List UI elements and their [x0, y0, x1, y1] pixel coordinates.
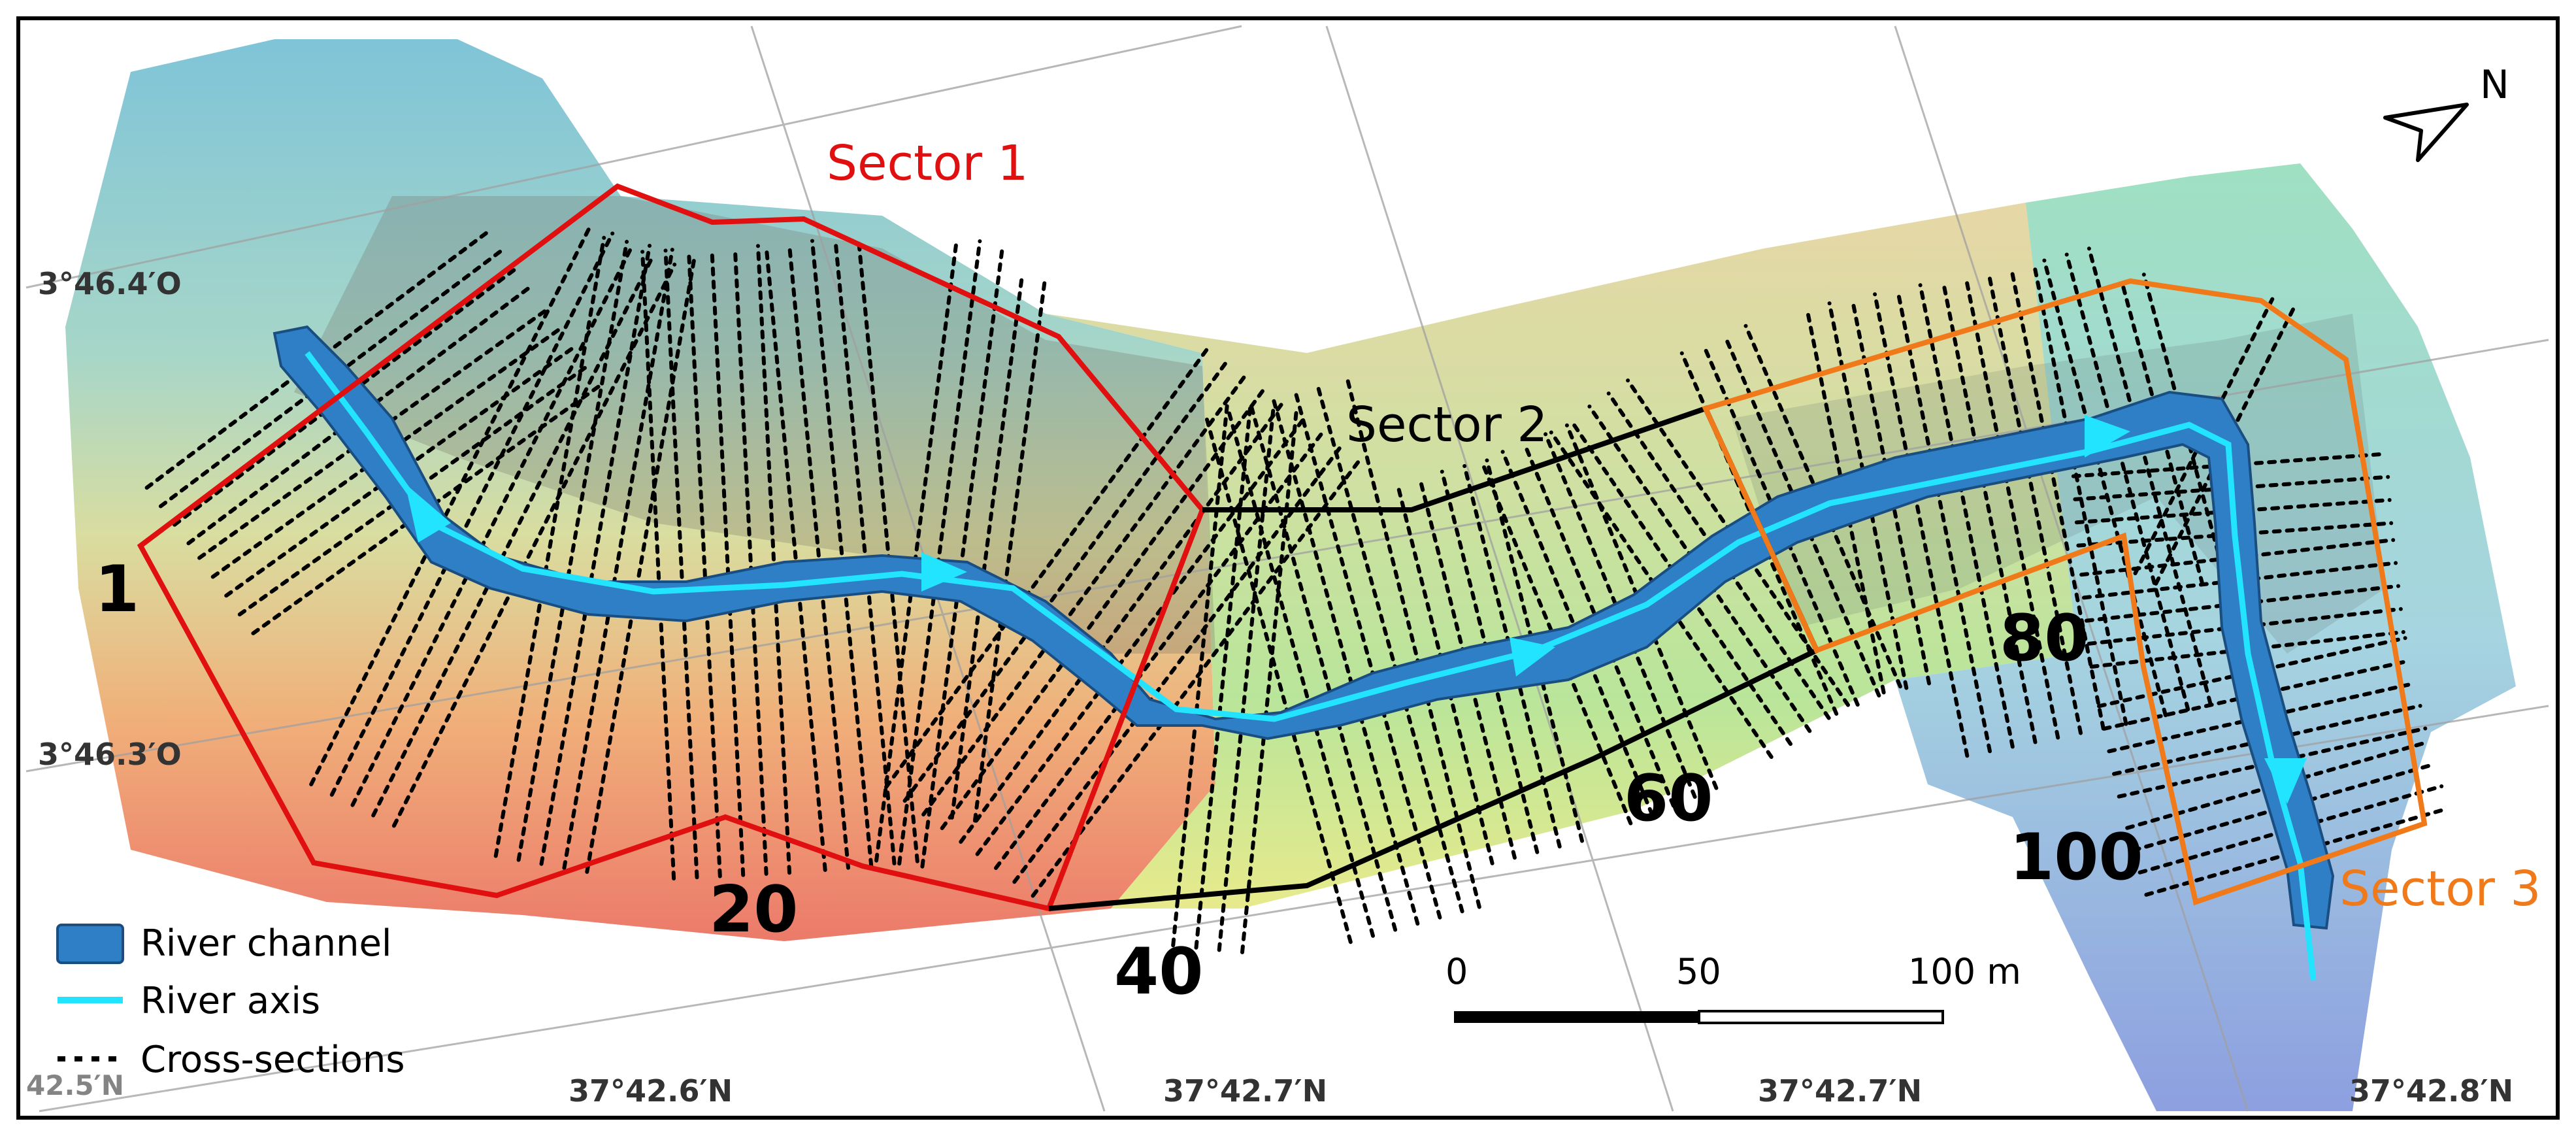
river-axis-arrow	[405, 484, 451, 543]
cross-section-line	[2087, 246, 2213, 705]
cross-section-line	[897, 239, 982, 866]
cross-section-line	[833, 237, 897, 865]
river-axis	[305, 351, 2317, 981]
cross-section-line	[2032, 260, 2128, 726]
north-label: N	[2480, 62, 2509, 108]
cross-section-line	[391, 262, 677, 828]
cross-section-line	[493, 235, 606, 858]
sector-3-boundary	[1702, 278, 2428, 906]
river-axis-arrow	[2264, 758, 2307, 804]
map-frame	[16, 16, 2560, 1120]
sector-2-label: Sector 2	[1346, 397, 1548, 453]
lat-label-1: 37°42.6′N	[569, 1073, 733, 1109]
section-number-40: 40	[1114, 935, 1203, 1009]
lon-label-2: 3°46.3′O	[38, 737, 182, 772]
corner-coordinate-fragment: 42.5′N	[26, 1069, 124, 1101]
cross-section-line	[1272, 398, 1420, 926]
cross-section-line	[884, 347, 1209, 790]
cross-section-line	[309, 221, 594, 786]
river-axis-arrow	[2085, 415, 2130, 458]
cross-section-line	[1918, 283, 2015, 749]
lat-label-2: 37°42.7′N	[1163, 1073, 1327, 1109]
cross-section-line	[1316, 386, 1464, 914]
cross-section-line	[764, 243, 827, 872]
cross-section-line	[920, 242, 1005, 869]
cross-section-line	[1204, 416, 1353, 944]
cross-section-line	[874, 236, 959, 863]
sector-1-boundary	[137, 183, 1206, 912]
cross-section-line	[562, 248, 674, 870]
legend-river-axis-label: River axis	[140, 980, 320, 1022]
cross-section-line	[1194, 406, 1253, 950]
river-axis-arrow	[921, 552, 967, 592]
cross-section-line	[940, 388, 1265, 830]
cross-section-line	[640, 250, 676, 880]
cross-section-line	[994, 432, 1323, 870]
cross-section-line	[516, 239, 629, 862]
scale-bar-white-segment	[1698, 1010, 1944, 1024]
cross-section-line	[2042, 258, 2168, 718]
cross-section-line	[1227, 410, 1375, 938]
cross-section-line	[1986, 269, 2083, 735]
north-arrow-icon: N	[2383, 62, 2509, 162]
section-number-100: 100	[2009, 820, 2143, 895]
scale-bar-black-segment	[1454, 1011, 1699, 1023]
scale-label-100m: 100 m	[1908, 951, 2021, 992]
cross-section-line	[1964, 274, 2060, 740]
cross-section-line	[663, 248, 699, 880]
lon-label-1: 3°46.4′O	[38, 266, 182, 301]
cross-section-line	[1294, 392, 1442, 920]
lat-label-4: 37°42.8′N	[2349, 1073, 2513, 1109]
cross-section-line	[2009, 265, 2105, 731]
cross-section-line	[371, 252, 656, 818]
section-number-1: 1	[95, 552, 139, 627]
cross-section-line	[756, 244, 791, 875]
terrain-floodplain-shade	[294, 196, 1215, 654]
cross-section-line	[1171, 403, 1229, 948]
section-number-80: 80	[2000, 601, 2089, 676]
lat-label-3: 37°42.7′N	[1758, 1073, 1922, 1109]
grid-line	[25, 25, 1242, 289]
cross-section-line	[975, 418, 1305, 856]
cross-section-line	[539, 244, 652, 866]
scale-bar: 0 50 100 m	[1445, 951, 2021, 1024]
scale-label-0: 0	[1445, 951, 1468, 992]
cross-section-line	[856, 235, 919, 863]
legend-cross-sections-label: Cross-sections	[140, 1039, 405, 1081]
cross-section-line	[1031, 459, 1361, 898]
cross-section-line	[959, 402, 1284, 844]
terrain-right	[1895, 163, 2516, 1111]
grid-line	[39, 705, 2549, 1112]
scale-label-50: 50	[1676, 951, 1721, 992]
grid-line	[1325, 25, 1674, 1112]
sector-1-label: Sector 1	[827, 135, 1029, 192]
cross-section-line	[1249, 405, 1398, 932]
cross-section-line	[329, 231, 615, 797]
cross-section-line	[1941, 278, 2038, 744]
legend: River channel River axis Cross-sections	[56, 922, 405, 1081]
cross-section-line	[902, 361, 1228, 803]
river-channel	[272, 325, 2335, 930]
river-axis-arrow	[1510, 637, 1555, 677]
cross-section-line	[921, 375, 1246, 817]
cross-section-line	[585, 252, 697, 874]
section-number-60: 60	[1624, 761, 1713, 836]
cross-section-line	[949, 277, 1024, 820]
cross-section-line	[710, 246, 746, 877]
cross-section-line	[733, 245, 768, 876]
sector-3-label: Sector 3	[2339, 861, 2541, 917]
legend-river-channel-swatch	[56, 924, 124, 964]
legend-river-channel-label: River channel	[140, 922, 391, 965]
cross-section-line	[1240, 410, 1298, 954]
cross-section-line	[1873, 292, 1970, 758]
cross-section-line	[1217, 408, 1276, 952]
cross-section-line	[686, 247, 722, 878]
cross-section-line	[810, 239, 874, 868]
cross-section-line	[787, 241, 850, 870]
cross-section-line	[1895, 288, 1992, 754]
section-number-20: 20	[709, 873, 798, 947]
